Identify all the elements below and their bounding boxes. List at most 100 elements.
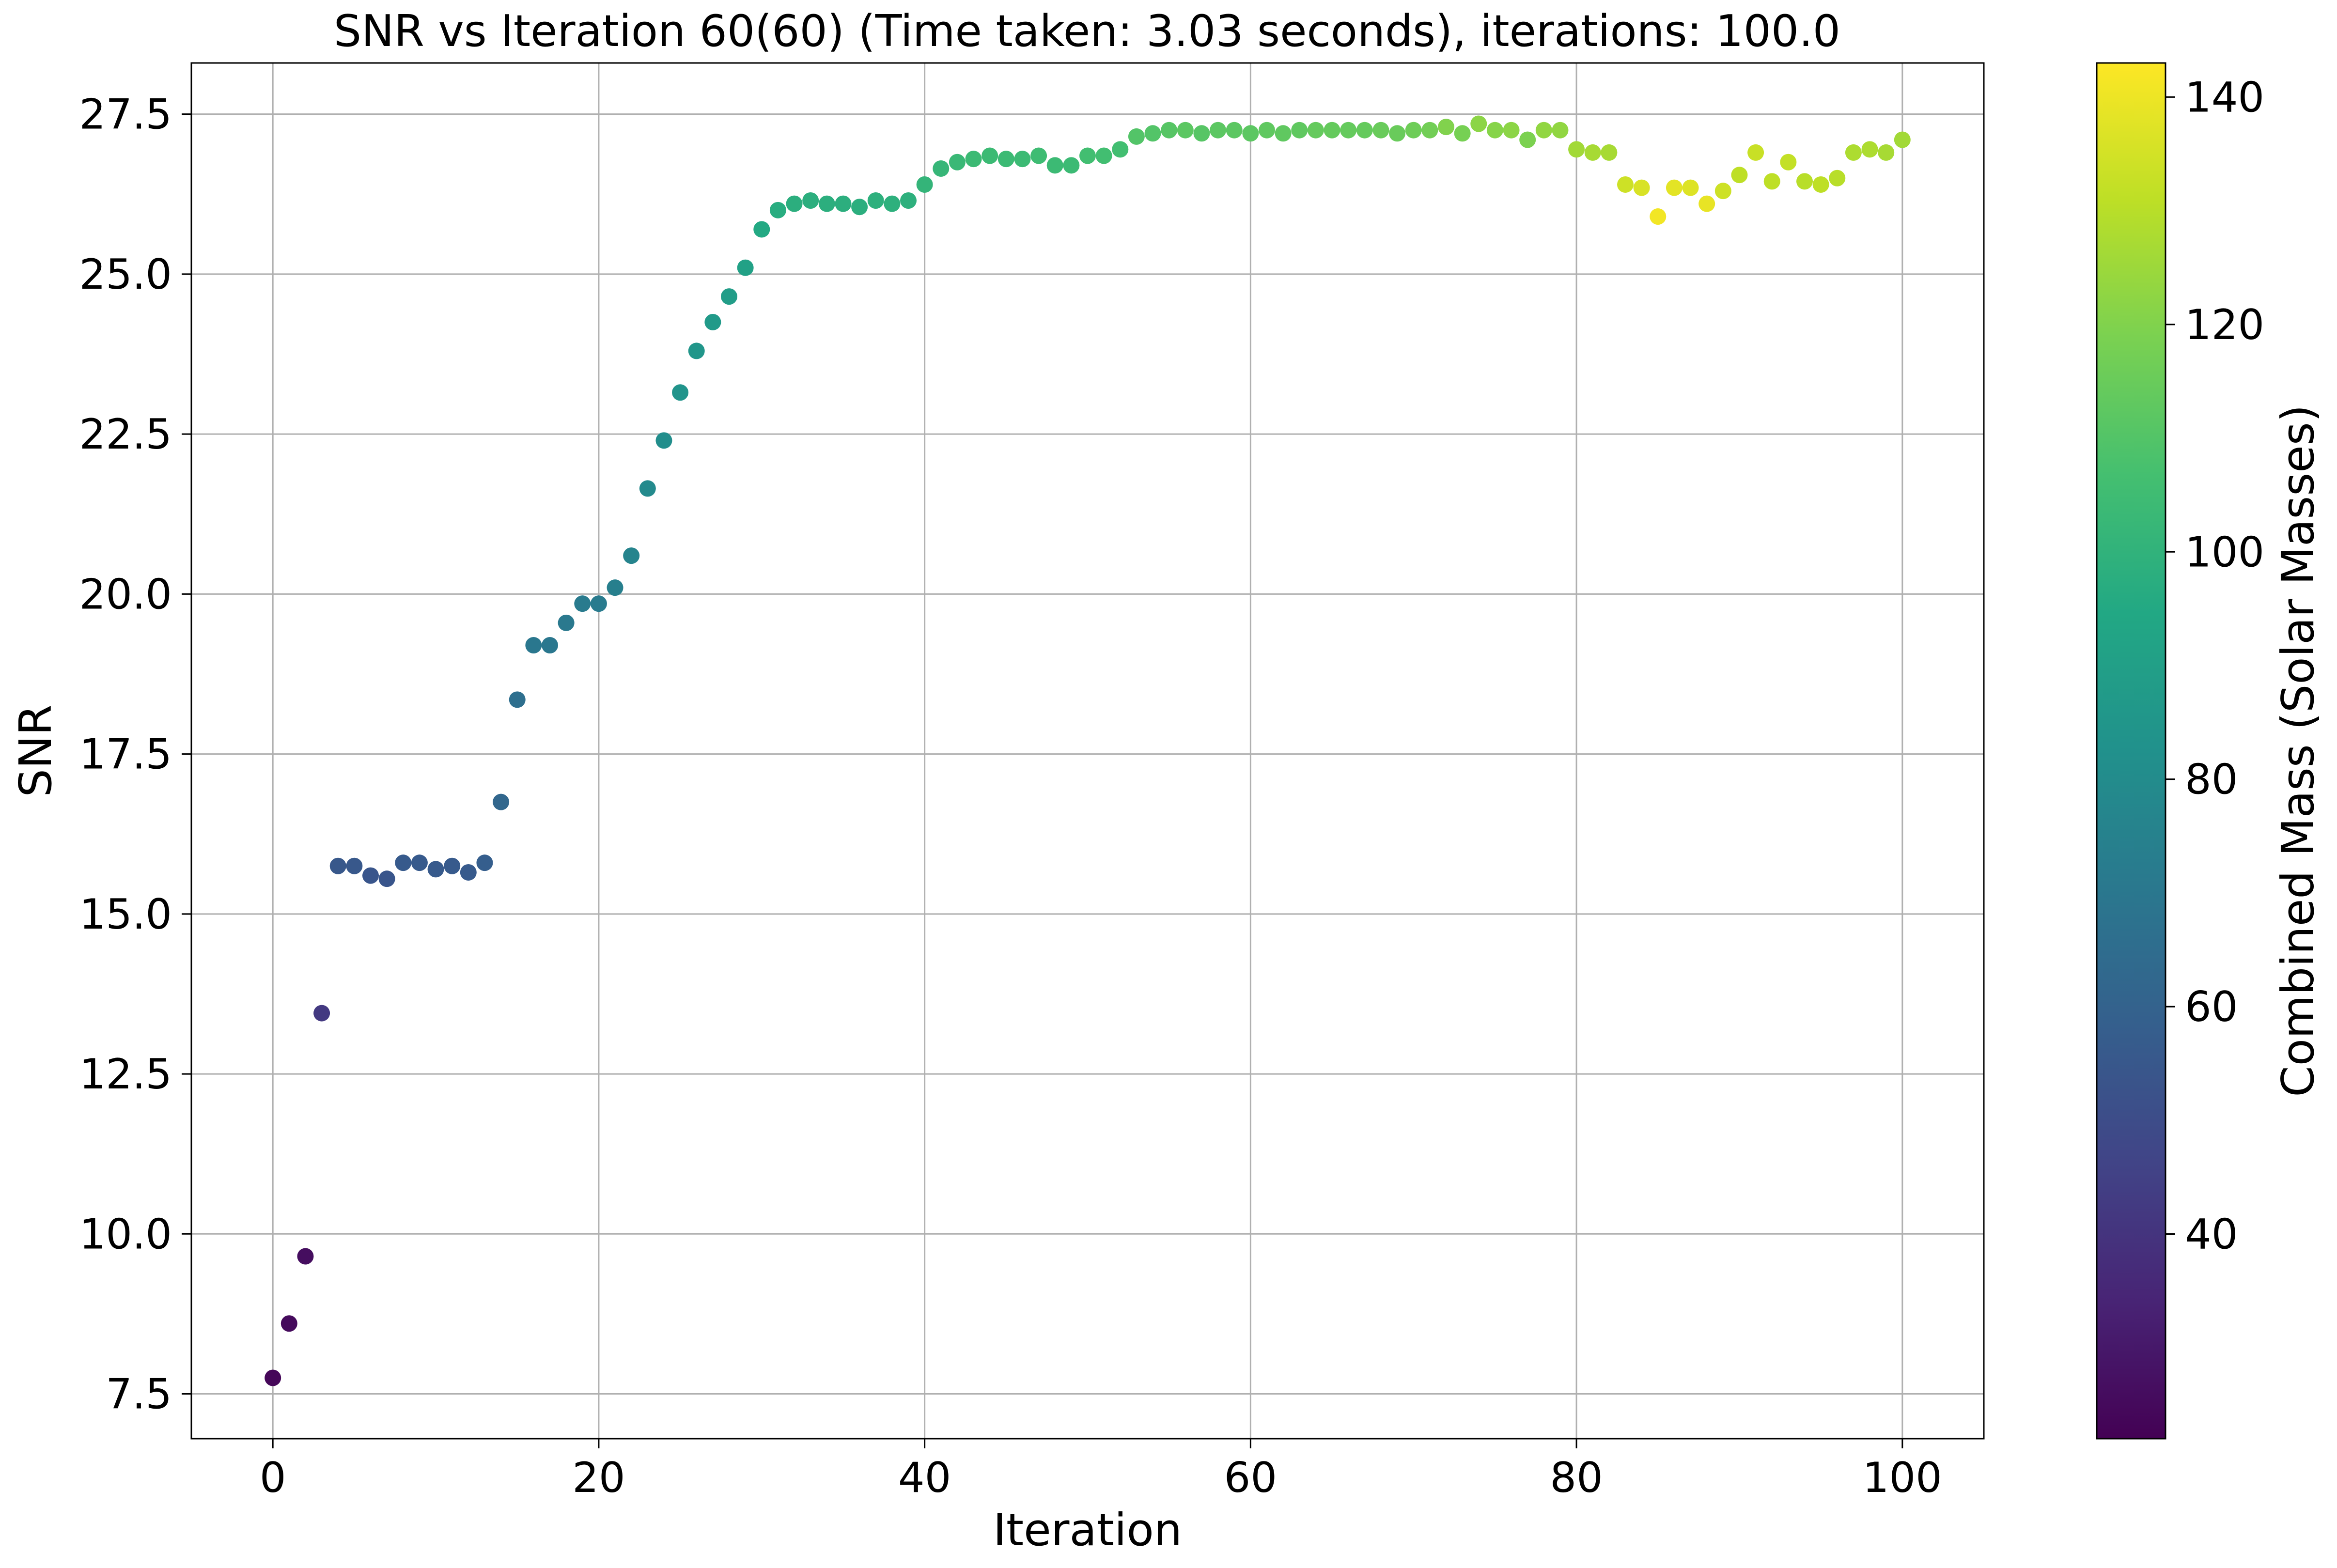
scatter-point [313, 1005, 330, 1022]
scatter-point [1372, 122, 1389, 139]
scatter-point [1633, 179, 1650, 196]
scatter-point [1177, 122, 1194, 139]
scatter-point [1878, 144, 1895, 161]
scatter-point [982, 147, 998, 164]
scatter-point [753, 221, 770, 238]
colorbar-axis: 40 60 80 100 120 140 [2166, 73, 2264, 1259]
y-tick-label: 27.5 [79, 91, 172, 139]
scatter-point [297, 1248, 314, 1265]
scatter-point [623, 547, 640, 564]
scatter-point [1324, 122, 1340, 139]
scatter-point [1421, 122, 1438, 139]
scatter-point [1780, 154, 1797, 171]
scatter-point [1259, 122, 1275, 139]
colorbar-tick-label: 40 [2185, 1211, 2238, 1259]
scatter-point [1617, 176, 1634, 193]
scatter-point [1275, 125, 1292, 142]
scatter-point [704, 313, 721, 330]
scatter-point [1763, 173, 1780, 190]
scatter-point [1535, 122, 1552, 139]
scatter-point [818, 195, 835, 212]
scatter-point [427, 861, 444, 878]
scatter-points [265, 115, 1911, 1386]
y-tick-label: 15.0 [79, 890, 172, 939]
chart-title: SNR vs Iteration 60(60) (Time taken: 3.0… [334, 6, 1840, 57]
scatter-point [1796, 173, 1813, 190]
scatter-point [1666, 179, 1683, 196]
scatter-point [1112, 141, 1129, 158]
scatter-point [378, 870, 395, 887]
colorbar-tick-label: 140 [2185, 73, 2264, 122]
scatter-point [965, 151, 982, 168]
scatter-point [1731, 167, 1748, 184]
x-tick-label: 40 [898, 1454, 951, 1502]
scatter-point [1845, 144, 1862, 161]
scatter-point [1552, 122, 1569, 139]
scatter-point [395, 854, 412, 871]
scatter-point [900, 192, 917, 209]
grid [191, 63, 1984, 1439]
scatter-point [1405, 122, 1422, 139]
scatter-point [1046, 157, 1063, 174]
scatter-point [1682, 179, 1699, 196]
scatter-point [1698, 195, 1715, 212]
scatter-point [362, 867, 379, 884]
scatter-point [737, 259, 754, 276]
scatter-point [1226, 122, 1243, 139]
scatter-point [867, 192, 884, 209]
scatter-point [769, 202, 786, 218]
scatter-point [607, 579, 623, 596]
colorbar [2096, 62, 2166, 1440]
scatter-point [1389, 125, 1406, 142]
scatter-point [1519, 131, 1536, 148]
scatter-point [329, 857, 346, 874]
scatter-point [509, 691, 526, 708]
scatter-point [1568, 141, 1585, 158]
plot-area-frame [190, 62, 1985, 1440]
scatter-point [949, 154, 966, 171]
scatter-point [1601, 144, 1618, 161]
y-tick-label: 22.5 [79, 410, 172, 459]
scatter-point [411, 854, 428, 871]
scatter-point [1894, 131, 1911, 148]
scatter-point [916, 176, 933, 193]
scatter-point [574, 595, 591, 612]
y-tick-label: 25.0 [79, 250, 172, 299]
scatter-point [1014, 151, 1031, 168]
scatter-point [558, 614, 575, 631]
scatter-point [884, 195, 901, 212]
scatter-point [1063, 157, 1080, 174]
scatter-point [346, 857, 363, 874]
scatter-point [1128, 128, 1145, 145]
scatter-point [1650, 208, 1667, 225]
scatter-point [1454, 125, 1471, 142]
y-axis-title: SNR [10, 704, 62, 797]
scatter-point [1829, 170, 1846, 186]
scatter-point [1438, 119, 1454, 136]
scatter-point [655, 432, 672, 449]
x-tick-label: 20 [572, 1454, 625, 1502]
scatter-point [590, 595, 607, 612]
colorbar-tick-label: 120 [2185, 301, 2264, 349]
scatter-point [1079, 147, 1096, 164]
scatter-point [639, 480, 656, 497]
x-axis: 0 20 40 60 80 100 [260, 1439, 1942, 1502]
scatter-point [476, 854, 493, 871]
scatter-point [1812, 176, 1829, 193]
scatter-point [835, 195, 852, 212]
scatter-point [280, 1315, 297, 1332]
y-tick-label: 20.0 [79, 570, 172, 619]
colorbar-tick-label: 100 [2185, 528, 2264, 576]
scatter-point [1291, 122, 1308, 139]
scatter-point [672, 384, 689, 401]
y-tick-label: 17.5 [79, 730, 172, 779]
scatter-point [542, 637, 558, 654]
scatter-point [460, 864, 477, 881]
scatter-point [1307, 122, 1324, 139]
colorbar-label: Combined Mass (Solar Masses) [2272, 404, 2324, 1097]
scatter-point [802, 192, 819, 209]
scatter-point [1714, 183, 1731, 200]
scatter-point [786, 195, 803, 212]
scatter-point [1242, 125, 1259, 142]
